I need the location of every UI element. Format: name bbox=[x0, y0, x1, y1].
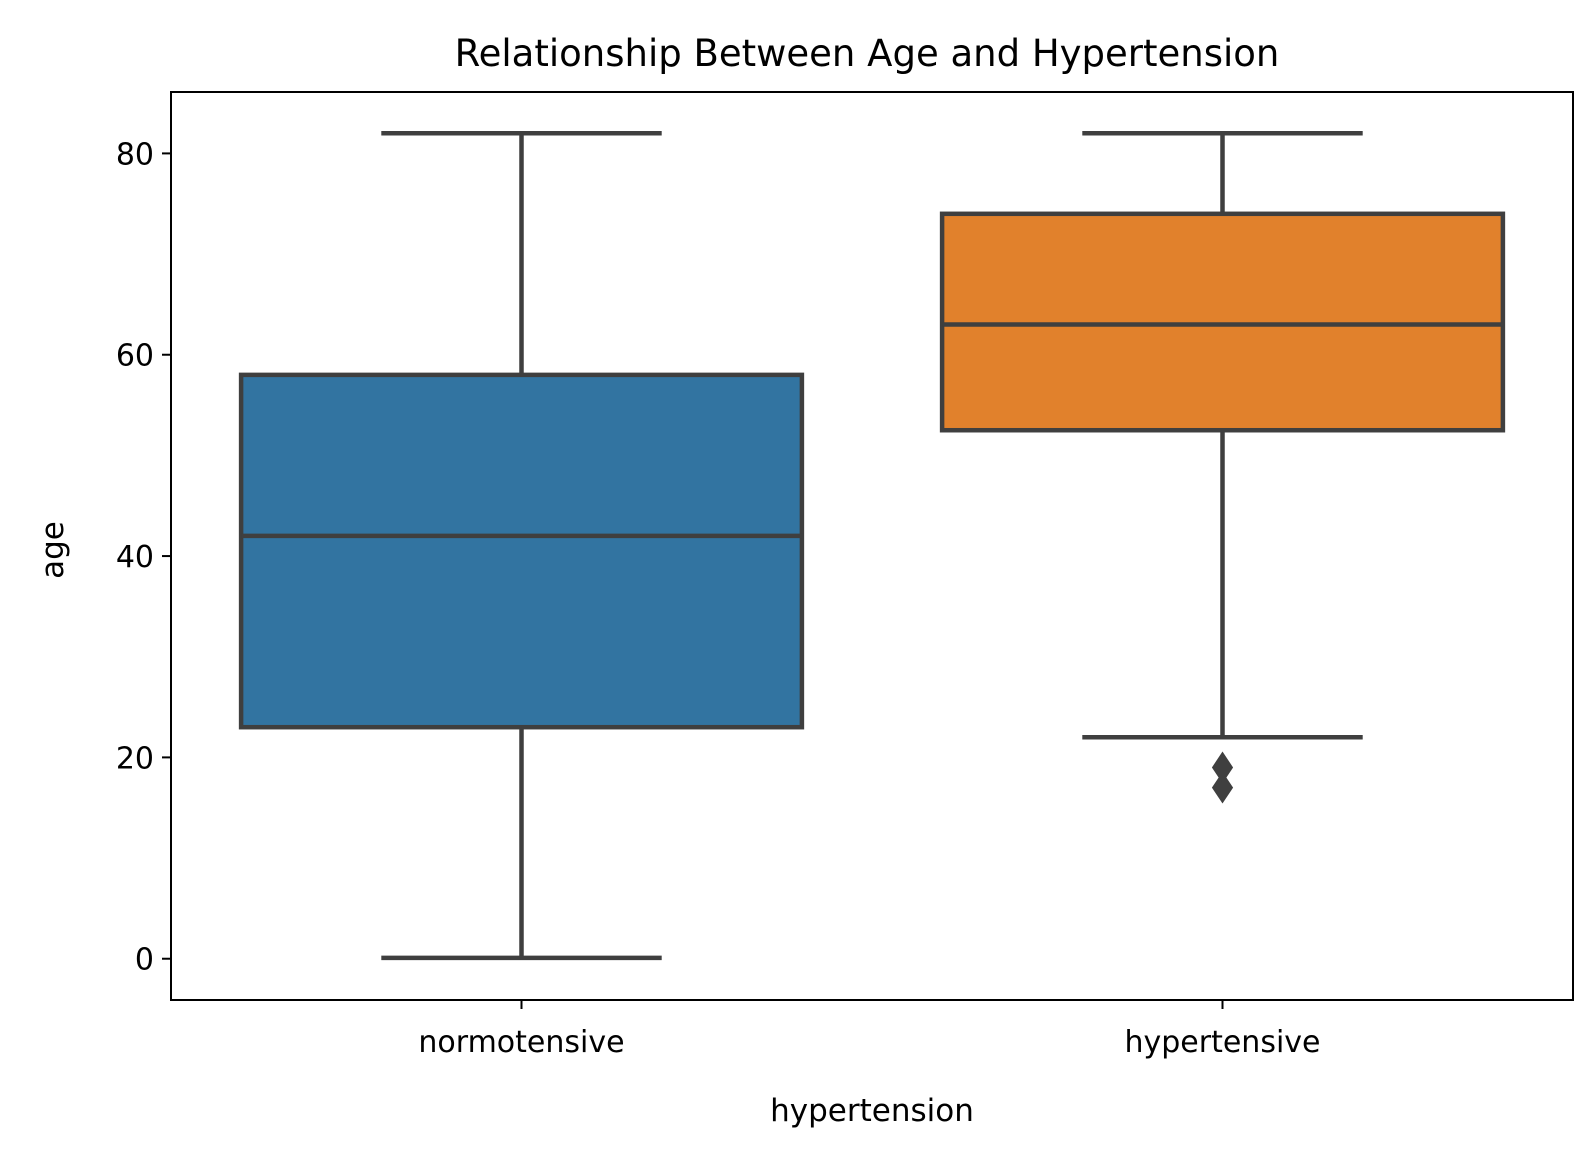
outlier-point-hypertensive bbox=[1211, 771, 1234, 804]
y-tick-label: 0 bbox=[135, 943, 154, 978]
x-axis: normotensive hypertensive bbox=[418, 1000, 1321, 1060]
y-axis-label: age bbox=[35, 521, 71, 579]
y-tick-label: 60 bbox=[116, 339, 154, 374]
plot-area bbox=[238, 131, 1506, 961]
x-axis-label: hypertension bbox=[770, 1093, 974, 1129]
box-hypertensive bbox=[939, 211, 1506, 433]
y-tick-label: 80 bbox=[116, 137, 154, 172]
box-group-hypertensive bbox=[939, 131, 1506, 804]
box-group-normotensive bbox=[238, 131, 805, 961]
x-tick-label: hypertensive bbox=[1124, 1025, 1320, 1060]
y-axis: 0 20 40 60 80 bbox=[116, 137, 171, 978]
y-tick-label: 20 bbox=[116, 741, 154, 776]
x-tick-label: normotensive bbox=[418, 1025, 624, 1060]
box-normotensive bbox=[238, 372, 805, 730]
outlier-point-hypertensive bbox=[1211, 751, 1234, 784]
plot-frame bbox=[170, 91, 1574, 1001]
y-tick-label: 40 bbox=[116, 540, 154, 575]
chart-title: Relationship Between Age and Hypertensio… bbox=[455, 32, 1280, 75]
